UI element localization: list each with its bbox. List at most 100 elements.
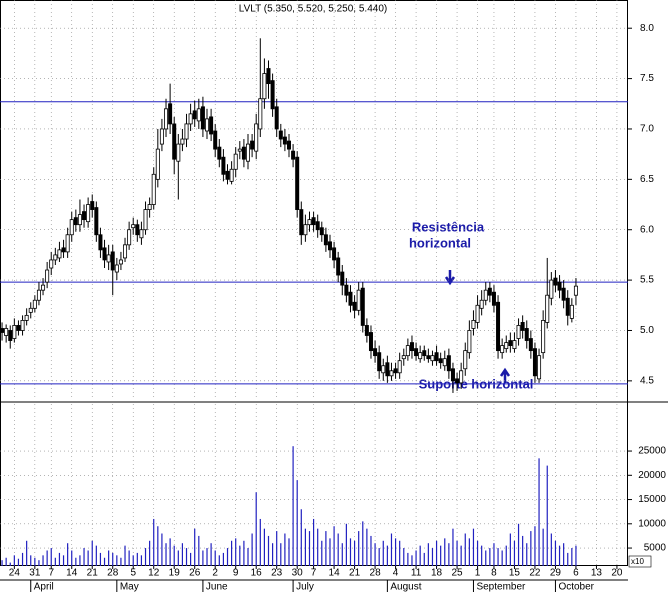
candle-body xyxy=(8,330,13,341)
candle-body xyxy=(278,130,283,140)
candle-body xyxy=(307,219,312,226)
candle-body xyxy=(221,156,226,175)
candle-body xyxy=(545,294,550,323)
candle-body xyxy=(561,287,566,301)
x-tick-label: 21 xyxy=(349,568,361,579)
y-tick-label: 5.5 xyxy=(640,275,654,286)
x-tick-label: 26 xyxy=(189,568,201,579)
candle-body xyxy=(479,299,484,309)
candle-body xyxy=(4,328,9,336)
volume-tick-label: 10000 xyxy=(638,518,666,529)
candle-body xyxy=(323,234,328,246)
candle-body xyxy=(311,217,316,226)
x-tick-label: 15 xyxy=(509,568,521,579)
candle-body xyxy=(229,168,234,182)
candle-body xyxy=(487,287,492,296)
volume-tick-label: 15000 xyxy=(638,494,666,505)
candle-body xyxy=(196,108,201,122)
candle-body xyxy=(45,269,50,283)
candle-body xyxy=(184,123,189,140)
candle-body xyxy=(200,106,205,130)
candle-body xyxy=(0,328,5,333)
volume-tick-label: 5000 xyxy=(644,543,667,554)
candle-body xyxy=(573,285,578,296)
candle-body xyxy=(114,264,119,273)
candle-body xyxy=(463,350,468,370)
plot-frame xyxy=(0,0,628,566)
x-tick-label: 4 xyxy=(393,568,399,579)
candle-body xyxy=(274,106,279,130)
candle-body xyxy=(389,370,394,377)
candle-body xyxy=(77,214,82,226)
candle-body xyxy=(508,340,513,346)
candle-body xyxy=(217,146,222,160)
candle-body xyxy=(286,140,291,150)
x-tick-label: 12 xyxy=(148,568,160,579)
x-tick-label: 7 xyxy=(48,568,54,579)
y-tick-label: 6.5 xyxy=(640,174,654,185)
candle-body xyxy=(151,173,156,205)
candle-body xyxy=(237,148,242,152)
candle-body xyxy=(250,140,255,150)
x-tick-label: 11 xyxy=(411,568,422,579)
candle-body xyxy=(106,254,111,263)
candle-body xyxy=(303,224,308,236)
x-tick-label: 14 xyxy=(329,568,341,579)
candle-body xyxy=(459,370,464,384)
candle-body xyxy=(381,365,386,374)
candle-body xyxy=(262,73,267,100)
candle-body xyxy=(86,204,91,223)
candle-body xyxy=(90,201,95,210)
month-label: May xyxy=(120,582,139,592)
month-label: August xyxy=(390,582,421,592)
x-tick-label: 29 xyxy=(550,568,562,579)
candle-body xyxy=(401,355,406,360)
candle-body xyxy=(246,143,251,162)
candle-body xyxy=(549,279,554,299)
candle-body xyxy=(467,330,472,354)
x-tick-label: 6 xyxy=(573,568,579,579)
x-tick-label: 7 xyxy=(311,568,317,579)
candle-body xyxy=(446,355,451,372)
candle-body xyxy=(188,113,193,125)
x-tick-label: 21 xyxy=(87,568,99,579)
candle-body xyxy=(69,219,74,236)
month-label: June xyxy=(206,582,228,592)
candle-body xyxy=(291,150,296,160)
month-label: April xyxy=(34,582,54,592)
x-tick-label: 22 xyxy=(529,568,541,579)
candle-body xyxy=(344,284,349,296)
candle-body xyxy=(327,241,332,251)
candle-body xyxy=(434,352,439,362)
candle-body xyxy=(319,227,324,236)
candle-body xyxy=(110,251,115,271)
x-tick-label: 24 xyxy=(9,568,21,579)
candle-body xyxy=(28,307,33,313)
candle-body xyxy=(512,340,517,350)
candle-body xyxy=(418,352,423,360)
candle-body xyxy=(192,110,197,120)
candle-body xyxy=(557,281,562,291)
candle-body xyxy=(483,289,488,301)
x-tick-label: 5 xyxy=(130,568,136,579)
candle-body xyxy=(20,320,25,331)
candle-body xyxy=(414,348,419,357)
candle-body xyxy=(180,138,185,145)
candle-body xyxy=(438,358,443,364)
candle-body xyxy=(98,234,103,251)
candle-body xyxy=(254,123,259,152)
x-tick-label: 19 xyxy=(169,568,181,579)
x-tick-label: 1 xyxy=(475,568,481,579)
x-tick-label: 28 xyxy=(370,568,382,579)
candle-body xyxy=(12,325,17,339)
candle-body xyxy=(356,289,361,311)
candle-body xyxy=(471,320,476,329)
candle-body xyxy=(205,118,210,132)
candle-body xyxy=(233,153,238,170)
candle-body xyxy=(455,378,460,384)
x-tick-label: 23 xyxy=(271,568,283,579)
candle-body xyxy=(61,247,66,253)
candle-body xyxy=(36,289,41,301)
y-tick-label: 6.0 xyxy=(640,224,654,235)
